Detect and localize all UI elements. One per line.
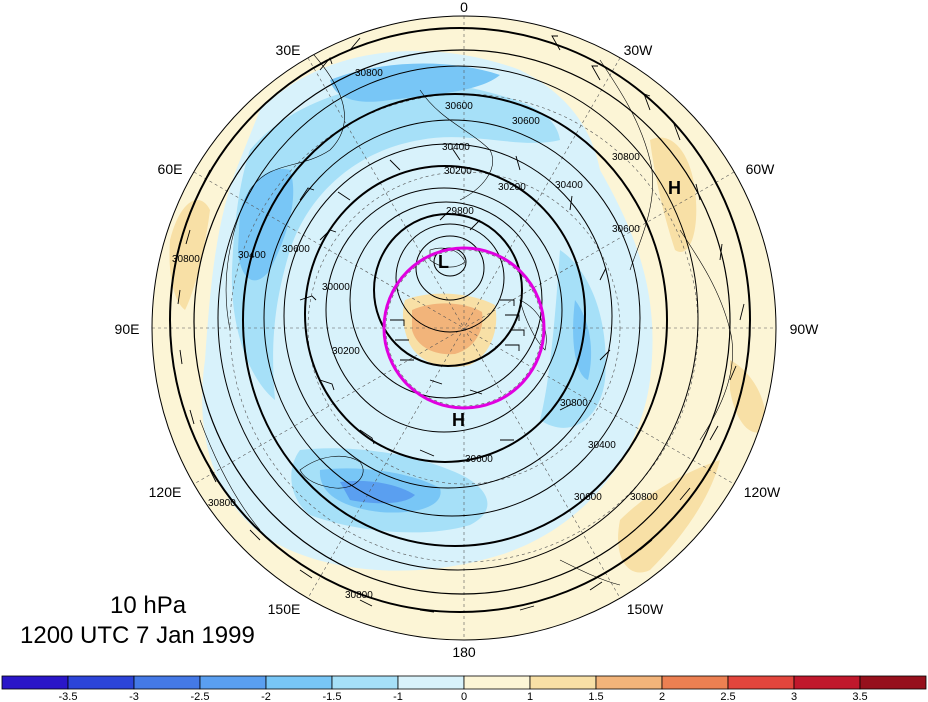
colorbar-label: -3 <box>129 691 139 702</box>
colorbar-label: -1.5 <box>323 691 342 702</box>
colorbar-label: 0 <box>461 691 467 702</box>
longitude-labels: 0 30W 60W 90W 120W 150W 180 150E 120E 90… <box>115 0 820 660</box>
colorbar-labels: -3.5 -3 -2.5 -2 -1.5 -1 0 1 1.5 2 2.5 3 3.5 <box>59 691 868 702</box>
contour-label: 29800 <box>446 206 474 217</box>
contour-label: 30200 <box>498 182 526 193</box>
lon-label-30e: 30E <box>276 42 301 58</box>
contour-label: 30200 <box>444 166 472 177</box>
lon-label-150e: 150E <box>268 601 301 617</box>
contour-label: 30000 <box>322 282 350 293</box>
contour-label: 30200 <box>332 346 360 357</box>
lon-label-60e: 60E <box>158 161 183 177</box>
contour-label: 30400 <box>555 180 583 191</box>
colorbar-box <box>67 675 135 690</box>
colorbar-label: -2 <box>261 691 271 702</box>
contour-label: 30600 <box>465 454 493 465</box>
highlight-circle <box>382 246 546 410</box>
colorbar-box <box>793 675 861 690</box>
colorbar-label: -3.5 <box>59 691 78 702</box>
colorbar-label: 2.5 <box>720 691 735 702</box>
contour-label: 30800 <box>355 68 383 79</box>
lon-label-180: 180 <box>452 644 476 660</box>
colorbar-box <box>463 675 531 690</box>
valid-time-title: 1200 UTC 7 Jan 1999 <box>20 622 255 649</box>
contour-label: 30600 <box>282 244 310 255</box>
contour-label: 30400 <box>588 440 616 451</box>
colorbar-box <box>265 675 333 690</box>
contour-label: 30800 <box>560 398 588 409</box>
colorbar-box <box>727 675 795 690</box>
colorbar-label: -1 <box>393 691 403 702</box>
colorbar-label: 3.5 <box>852 691 867 702</box>
colorbar-label: 1.5 <box>588 691 603 702</box>
height-contours <box>169 27 751 613</box>
map-boundary <box>151 15 777 641</box>
lon-label-150w: 150W <box>627 601 664 617</box>
contour-label: 30800 <box>172 254 200 265</box>
colorbar-boxes <box>1 675 927 690</box>
colorbar-box <box>1 675 69 690</box>
colorbar-box <box>133 675 201 690</box>
contour-label: 30800 <box>345 590 373 601</box>
lon-label-0: 0 <box>460 0 468 15</box>
contour-label: 30600 <box>612 224 640 235</box>
lon-label-120e: 120E <box>149 484 182 500</box>
colorbar-label: 3 <box>791 691 797 702</box>
colorbar-label: -2.5 <box>191 691 210 702</box>
lon-label-30w: 30W <box>624 42 654 58</box>
colorbar-box <box>859 675 927 690</box>
contour-label-group: 30800 30600 30600 30400 30200 29800 3020… <box>172 68 658 601</box>
contour-label: 30400 <box>442 142 470 153</box>
colorbar-box <box>661 675 729 690</box>
pressure-level-title: 10 hPa <box>110 592 187 619</box>
colorbar-label: 1 <box>527 691 533 702</box>
contour-label: 30800 <box>208 498 236 509</box>
high-pressure-center: H <box>668 178 681 198</box>
colorbar-box <box>199 675 267 690</box>
contour-label: 30600 <box>445 101 473 112</box>
low-pressure-center: L <box>438 252 449 272</box>
colorbar-box <box>529 675 597 690</box>
lon-label-90e: 90E <box>115 321 140 337</box>
contour-label: 30600 <box>512 116 540 127</box>
anomaly-shading <box>152 16 776 640</box>
colorbar: -3.5 -3 -2.5 -2 -1.5 -1 0 1 1.5 2 2.5 3 3.5 <box>1 675 927 702</box>
contour-label: 30400 <box>238 250 266 261</box>
lon-label-90w: 90W <box>790 321 820 337</box>
contour-label: 30800 <box>630 492 658 503</box>
colorbar-box <box>397 675 465 690</box>
contour-label: 30600 <box>574 492 602 503</box>
lon-label-60w: 60W <box>746 161 776 177</box>
colorbar-box <box>595 675 663 690</box>
colorbar-box <box>331 675 399 690</box>
lon-label-120w: 120W <box>744 484 781 500</box>
wind-barbs <box>177 35 745 613</box>
high-pressure-center: H <box>452 410 465 430</box>
colorbar-label: 2 <box>659 691 665 702</box>
contour-label: 30800 <box>612 152 640 163</box>
